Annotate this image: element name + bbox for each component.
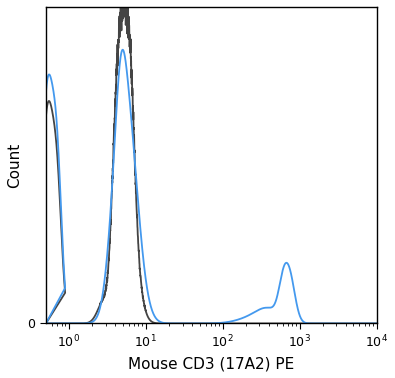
X-axis label: Mouse CD3 (17A2) PE: Mouse CD3 (17A2) PE [128, 356, 294, 371]
Y-axis label: Count: Count [7, 143, 22, 188]
